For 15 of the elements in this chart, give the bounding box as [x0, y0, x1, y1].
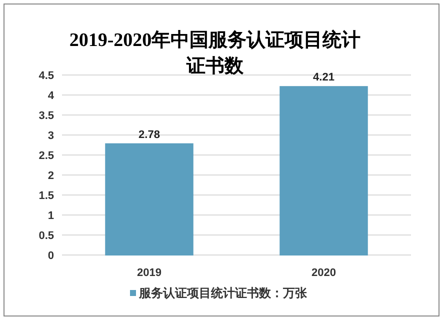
- y-tick-label: 2: [48, 170, 54, 182]
- legend-label: 服务认证项目统计证书数：万张: [138, 286, 308, 300]
- y-tick-label: 0: [48, 250, 54, 262]
- y-tick-label: 4.5: [38, 70, 54, 82]
- x-tick-label: 2020: [312, 267, 336, 279]
- y-tick-label: 4: [48, 90, 55, 102]
- y-tick-label: 2.5: [38, 150, 54, 162]
- y-tick-label: 3.5: [38, 110, 54, 122]
- y-tick-label: 1: [48, 210, 54, 222]
- x-tick-label: 2019: [137, 267, 162, 279]
- data-label: 4.21: [313, 72, 334, 84]
- y-tick-label: 0.5: [38, 230, 54, 242]
- y-tick-label: 1.5: [38, 190, 54, 202]
- y-tick-label: 3: [48, 130, 54, 142]
- data-label: 2.78: [138, 128, 160, 141]
